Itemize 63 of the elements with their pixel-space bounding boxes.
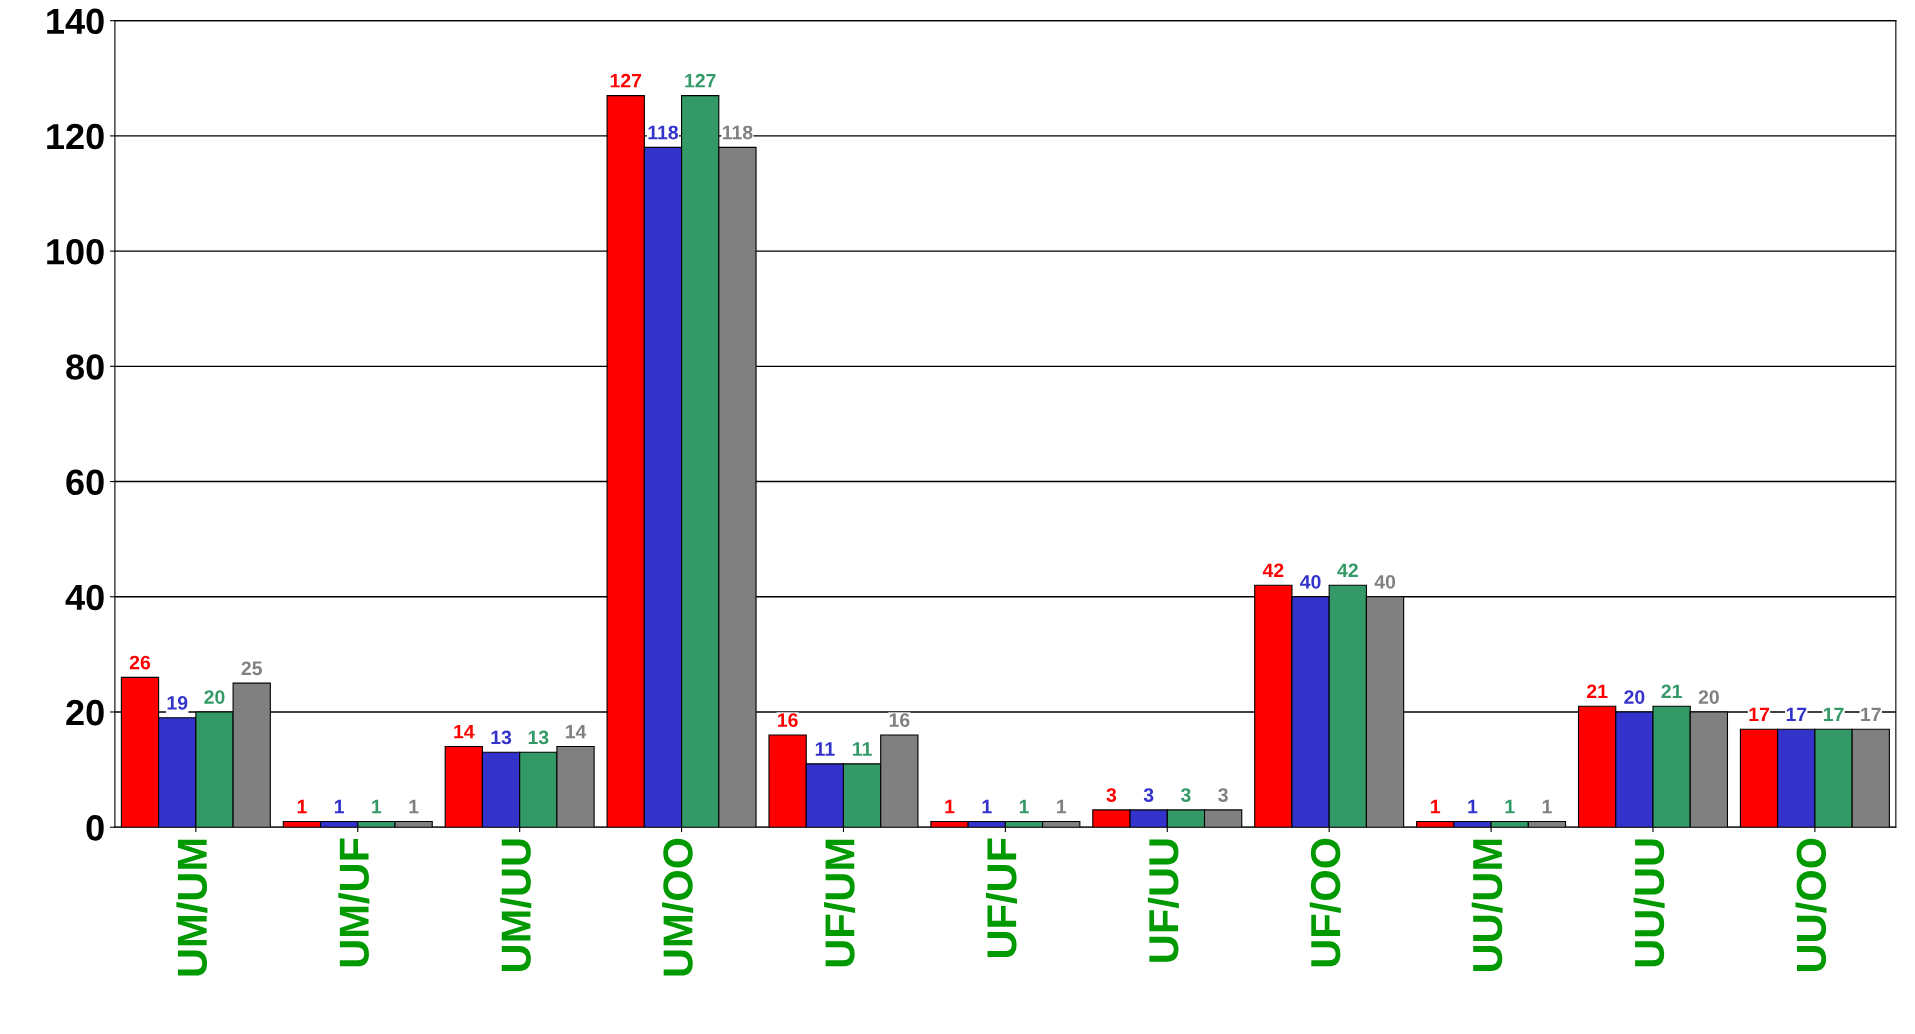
data-label: 14: [454, 724, 475, 739]
data-label: 21: [1661, 684, 1682, 699]
data-label: 1: [297, 799, 307, 814]
data-label: 20: [1624, 690, 1645, 704]
y-tick-label: 100: [47, 238, 104, 265]
data-label: 11: [853, 742, 872, 756]
data-label: 1: [982, 799, 992, 814]
x-tick-label: UU/OO: [1795, 838, 1827, 971]
data-label: 42: [1337, 563, 1358, 578]
data-label: 118: [648, 125, 679, 140]
data-label: 17: [1823, 707, 1844, 722]
x-tick-label: UM/UM: [176, 839, 208, 976]
x-tick-label: UM/UF: [338, 838, 370, 967]
x-tick-label: UM/OO: [662, 838, 694, 976]
data-label: 11: [815, 742, 835, 756]
data-label: 1: [1019, 799, 1029, 814]
x-tick-label: UF/UU: [1147, 839, 1179, 962]
data-label: 1: [945, 799, 955, 814]
data-label: 16: [889, 713, 910, 728]
y-tick-label: 140: [47, 8, 104, 35]
data-label: 42: [1262, 563, 1284, 578]
data-label: 127: [610, 73, 642, 88]
data-label: 40: [1374, 574, 1396, 589]
data-label: 17: [1749, 707, 1769, 722]
data-label: 20: [204, 690, 225, 704]
data-label: 3: [1106, 788, 1117, 802]
y-tick-label: 80: [66, 354, 104, 380]
x-tick-label: UF/OO: [1309, 838, 1341, 967]
data-label: 40: [1300, 574, 1321, 589]
y-tick-label: 0: [86, 815, 104, 841]
data-label: 1: [409, 799, 419, 814]
x-tick-label: UU/UM: [1471, 839, 1503, 971]
y-tick-label: 20: [66, 699, 104, 726]
data-label: 118: [722, 125, 753, 140]
data-label: 13: [491, 730, 512, 745]
data-label: 20: [1698, 690, 1719, 704]
data-label: 21: [1587, 684, 1608, 699]
x-tick-label: UM/UU: [500, 839, 532, 971]
data-label: 1: [1431, 799, 1441, 814]
data-label: 3: [1218, 788, 1228, 802]
data-label: 1: [1505, 799, 1515, 814]
data-label: 19: [167, 695, 188, 710]
data-label: 17: [1786, 707, 1807, 722]
data-label: 16: [778, 713, 798, 728]
data-label: 127: [685, 73, 716, 88]
data-label: 14: [565, 724, 587, 739]
data-label: 1: [1057, 799, 1067, 814]
x-tick-label: UF/UF: [985, 838, 1017, 958]
x-tick-label: UF/UM: [824, 839, 856, 967]
data-label: 3: [1143, 788, 1154, 802]
data-label: 1: [334, 799, 344, 814]
data-label: 17: [1861, 707, 1881, 722]
y-tick-label: 120: [47, 123, 104, 150]
data-label: 1: [372, 799, 382, 814]
data-label: 25: [241, 661, 262, 676]
data-label: 26: [129, 655, 151, 670]
x-tick-label: UU/UU: [1633, 839, 1665, 967]
data-label: 1: [1468, 799, 1478, 814]
data-label: 13: [528, 730, 549, 745]
y-tick-label: 40: [65, 584, 104, 611]
y-tick-label: 60: [66, 469, 104, 495]
data-label: 3: [1180, 788, 1191, 802]
data-label: 1: [1542, 799, 1552, 814]
